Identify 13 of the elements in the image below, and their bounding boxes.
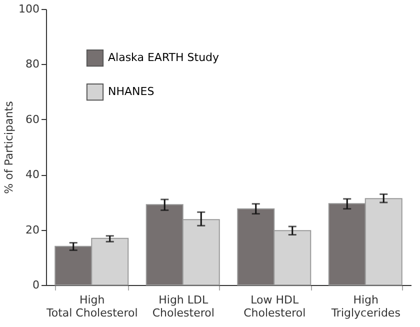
x-tick-label: Low HDL Cholesterol <box>244 294 306 320</box>
legend-label: NHANES <box>108 85 154 98</box>
y-axis-title: % of Participants <box>2 100 16 194</box>
legend-label: Alaska EARTH Study <box>108 51 220 64</box>
y-tick-label: 60 <box>26 112 40 126</box>
y-tick-label: 40 <box>26 168 40 182</box>
y-tick-label: 80 <box>26 58 40 71</box>
y-tick-label: 20 <box>26 223 40 236</box>
x-tick-label: High Triglycerides <box>330 294 401 320</box>
x-tick-label: High LDL Cholesterol <box>152 294 214 320</box>
x-tick-label: High Total Cholesterol <box>45 294 138 320</box>
y-tick-label: 100 <box>18 2 40 16</box>
y-tick-label: 0 <box>32 278 40 292</box>
